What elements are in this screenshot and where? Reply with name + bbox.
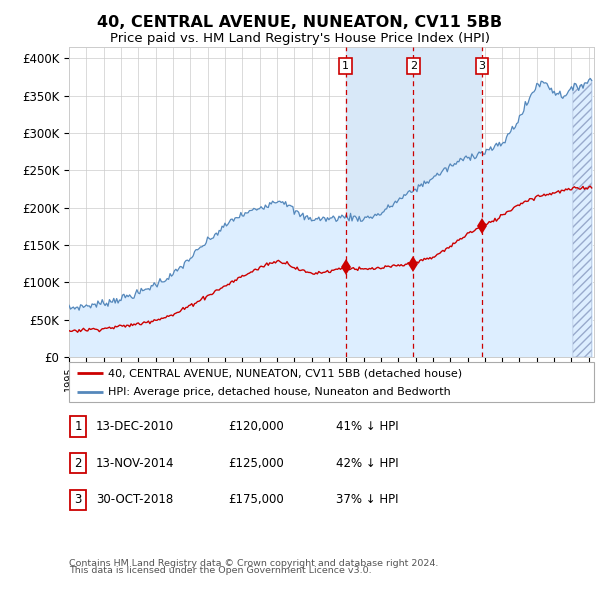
Text: 2: 2: [74, 457, 82, 470]
Text: HPI: Average price, detached house, Nuneaton and Bedworth: HPI: Average price, detached house, Nune…: [109, 386, 451, 396]
Text: This data is licensed under the Open Government Licence v3.0.: This data is licensed under the Open Gov…: [69, 566, 371, 575]
Text: 37% ↓ HPI: 37% ↓ HPI: [336, 493, 398, 506]
Text: 40, CENTRAL AVENUE, NUNEATON, CV11 5BB (detached house): 40, CENTRAL AVENUE, NUNEATON, CV11 5BB (…: [109, 368, 463, 378]
FancyBboxPatch shape: [70, 490, 86, 510]
Text: 30-OCT-2018: 30-OCT-2018: [96, 493, 173, 506]
FancyBboxPatch shape: [70, 417, 86, 437]
Text: £175,000: £175,000: [228, 493, 284, 506]
Text: 13-NOV-2014: 13-NOV-2014: [96, 457, 175, 470]
Text: Contains HM Land Registry data © Crown copyright and database right 2024.: Contains HM Land Registry data © Crown c…: [69, 559, 439, 568]
Text: 40, CENTRAL AVENUE, NUNEATON, CV11 5BB: 40, CENTRAL AVENUE, NUNEATON, CV11 5BB: [97, 15, 503, 30]
Text: £120,000: £120,000: [228, 420, 284, 433]
Text: 2: 2: [410, 61, 417, 71]
Text: 3: 3: [478, 61, 485, 71]
Text: 42% ↓ HPI: 42% ↓ HPI: [336, 457, 398, 470]
Text: £125,000: £125,000: [228, 457, 284, 470]
Text: 13-DEC-2010: 13-DEC-2010: [96, 420, 174, 433]
Text: 1: 1: [74, 420, 82, 433]
Text: Price paid vs. HM Land Registry's House Price Index (HPI): Price paid vs. HM Land Registry's House …: [110, 32, 490, 45]
FancyBboxPatch shape: [70, 453, 86, 473]
Text: 1: 1: [342, 61, 349, 71]
Text: 3: 3: [74, 493, 82, 506]
Text: 41% ↓ HPI: 41% ↓ HPI: [336, 420, 398, 433]
FancyBboxPatch shape: [69, 362, 594, 402]
